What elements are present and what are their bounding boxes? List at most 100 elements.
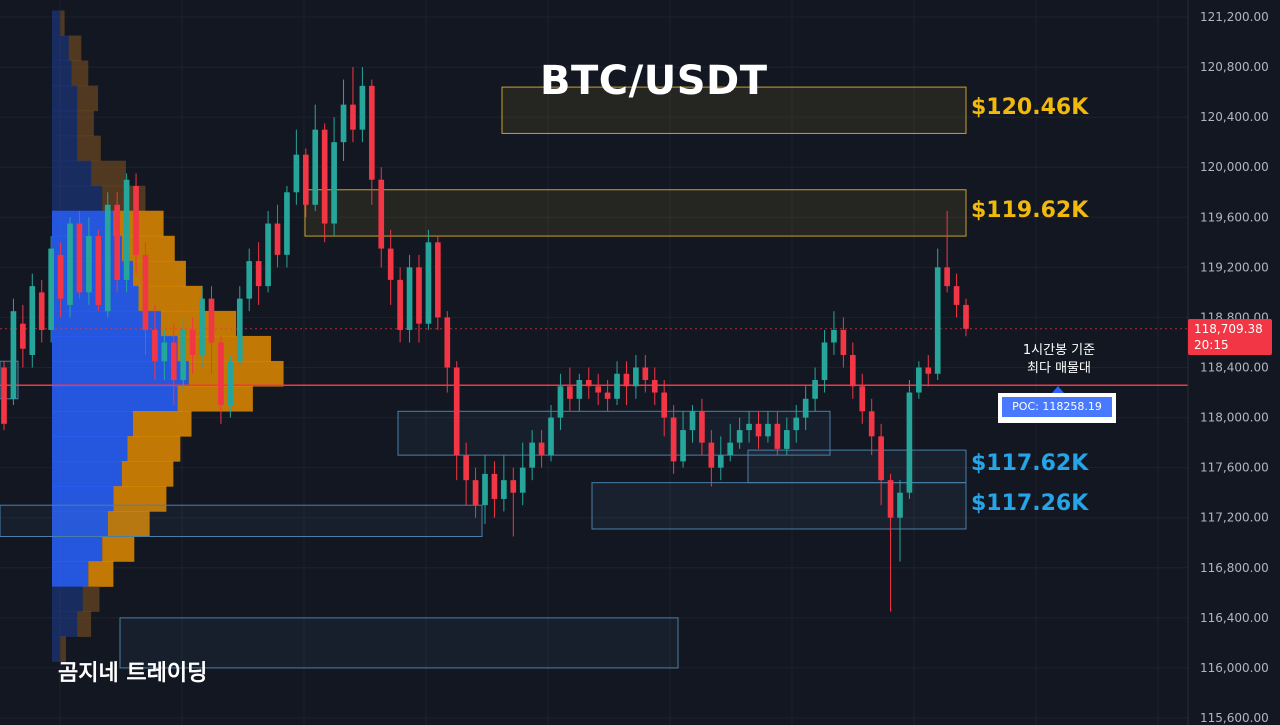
volume-profile-sell-bar [113, 486, 167, 512]
poc-annotation-line2: 최다 매물대 [1027, 361, 1091, 376]
candle-up [689, 411, 696, 431]
candle-down [472, 480, 479, 506]
candle-up [906, 392, 913, 493]
candle-down [274, 223, 281, 255]
candle-up [736, 430, 743, 443]
candle-down [878, 436, 884, 481]
y-tick-label: 117,200.00 [1200, 511, 1269, 525]
y-tick-label: 121,200.00 [1200, 10, 1269, 24]
y-tick-label: 120,000.00 [1200, 160, 1269, 174]
volume-profile-sell-bar [132, 411, 192, 437]
candle-down [849, 354, 856, 387]
candle-down [416, 267, 422, 324]
candle-countdown: 20:15 [1194, 337, 1229, 352]
poc-label-box: POC: 118258.19 [998, 393, 1116, 423]
candle-up [717, 455, 724, 468]
candle-down [623, 373, 630, 387]
y-tick-label: 118,000.00 [1200, 411, 1269, 425]
volume-profile-sell-bar [132, 260, 186, 287]
volume-profile-sell-bar [77, 135, 101, 162]
y-tick-label: 120,800.00 [1200, 60, 1269, 74]
chart-title: BTC/USDT [540, 58, 768, 104]
candle-down [397, 279, 403, 330]
zone-label-117-26k: $117.26K [971, 490, 1089, 516]
candle-up [86, 236, 92, 293]
candle-down [755, 423, 762, 437]
candle-down [76, 223, 83, 293]
candle-down [218, 342, 224, 406]
candle-up [236, 298, 243, 362]
candle-up [161, 342, 168, 362]
candle-up [548, 417, 554, 456]
volume-profile-sell-bar [77, 110, 94, 137]
volume-profile-buy-bar [52, 185, 103, 212]
volume-profile-buy-bar [52, 586, 83, 612]
volume-profile-buy-bar [52, 60, 72, 87]
candle-up [916, 367, 922, 393]
y-tick-label: 119,600.00 [1200, 210, 1269, 224]
candle-down [944, 267, 950, 287]
candle-down [152, 329, 158, 362]
volume-profile-sell-bar [60, 10, 65, 37]
candle-up [406, 267, 413, 330]
candle-down [189, 329, 196, 355]
volume-profile-sell-bar [107, 511, 150, 537]
candle-down [585, 380, 592, 387]
candle-up [746, 423, 752, 431]
candle-down [142, 254, 149, 330]
volume-profile-sell-bar [177, 385, 253, 412]
candle-down [368, 85, 375, 180]
volume-profile-buy-bar [52, 285, 139, 312]
candle-up [519, 467, 526, 493]
candle-up [633, 367, 639, 387]
candle-down [444, 317, 451, 368]
candle-up [123, 179, 130, 280]
candle-up [501, 480, 507, 499]
current-price-value: 118,709.38 [1194, 321, 1263, 336]
volume-profile-sell-bar [68, 35, 82, 62]
candle-up [104, 204, 111, 312]
candle-up [425, 242, 432, 324]
candle-up [557, 386, 564, 418]
y-tick-label: 116,800.00 [1200, 561, 1269, 575]
candle-up [312, 129, 319, 205]
candle-down [708, 442, 715, 468]
candle-up [265, 223, 271, 287]
candle-up [821, 342, 828, 381]
candle-down [963, 304, 969, 329]
volume-profile-buy-bar [52, 360, 189, 387]
candle-down [20, 323, 26, 349]
volume-profile-buy-bar [52, 561, 89, 587]
volume-profile-buy-bar [52, 160, 92, 187]
candle-down [435, 242, 441, 318]
volume-profile-buy-bar [52, 611, 78, 637]
candle-up [812, 380, 818, 399]
volume-profile-buy-bar [52, 436, 128, 462]
candle-up [831, 329, 837, 343]
candle-down [255, 261, 262, 287]
candle-up [180, 329, 187, 381]
zone-label-117-62k: $117.62K [971, 451, 1089, 477]
candle-up [246, 261, 253, 299]
volume-profile-sell-bar [127, 436, 181, 462]
candle-down [859, 386, 866, 412]
candle-up [359, 85, 366, 130]
y-tick-label: 115,600.00 [1200, 711, 1269, 725]
candle-down [1, 367, 7, 424]
y-tick-label: 116,000.00 [1200, 661, 1269, 675]
volume-profile-buy-bar [52, 486, 114, 512]
candle-down [321, 129, 328, 224]
volume-profile-buy-bar [52, 511, 108, 537]
volume-profile-buy-bar [52, 461, 122, 487]
candle-up [48, 248, 54, 330]
volume-profile-sell-bar [138, 285, 203, 312]
candle-up [680, 430, 686, 462]
candle-down [868, 411, 875, 437]
volume-profile-sell-bar [82, 586, 100, 612]
candle-down [453, 367, 460, 456]
candle-down [670, 417, 677, 462]
zone-box [591, 482, 967, 530]
volume-profile-sell-bar [71, 60, 89, 87]
volume-profile-buy-bar [52, 536, 103, 562]
